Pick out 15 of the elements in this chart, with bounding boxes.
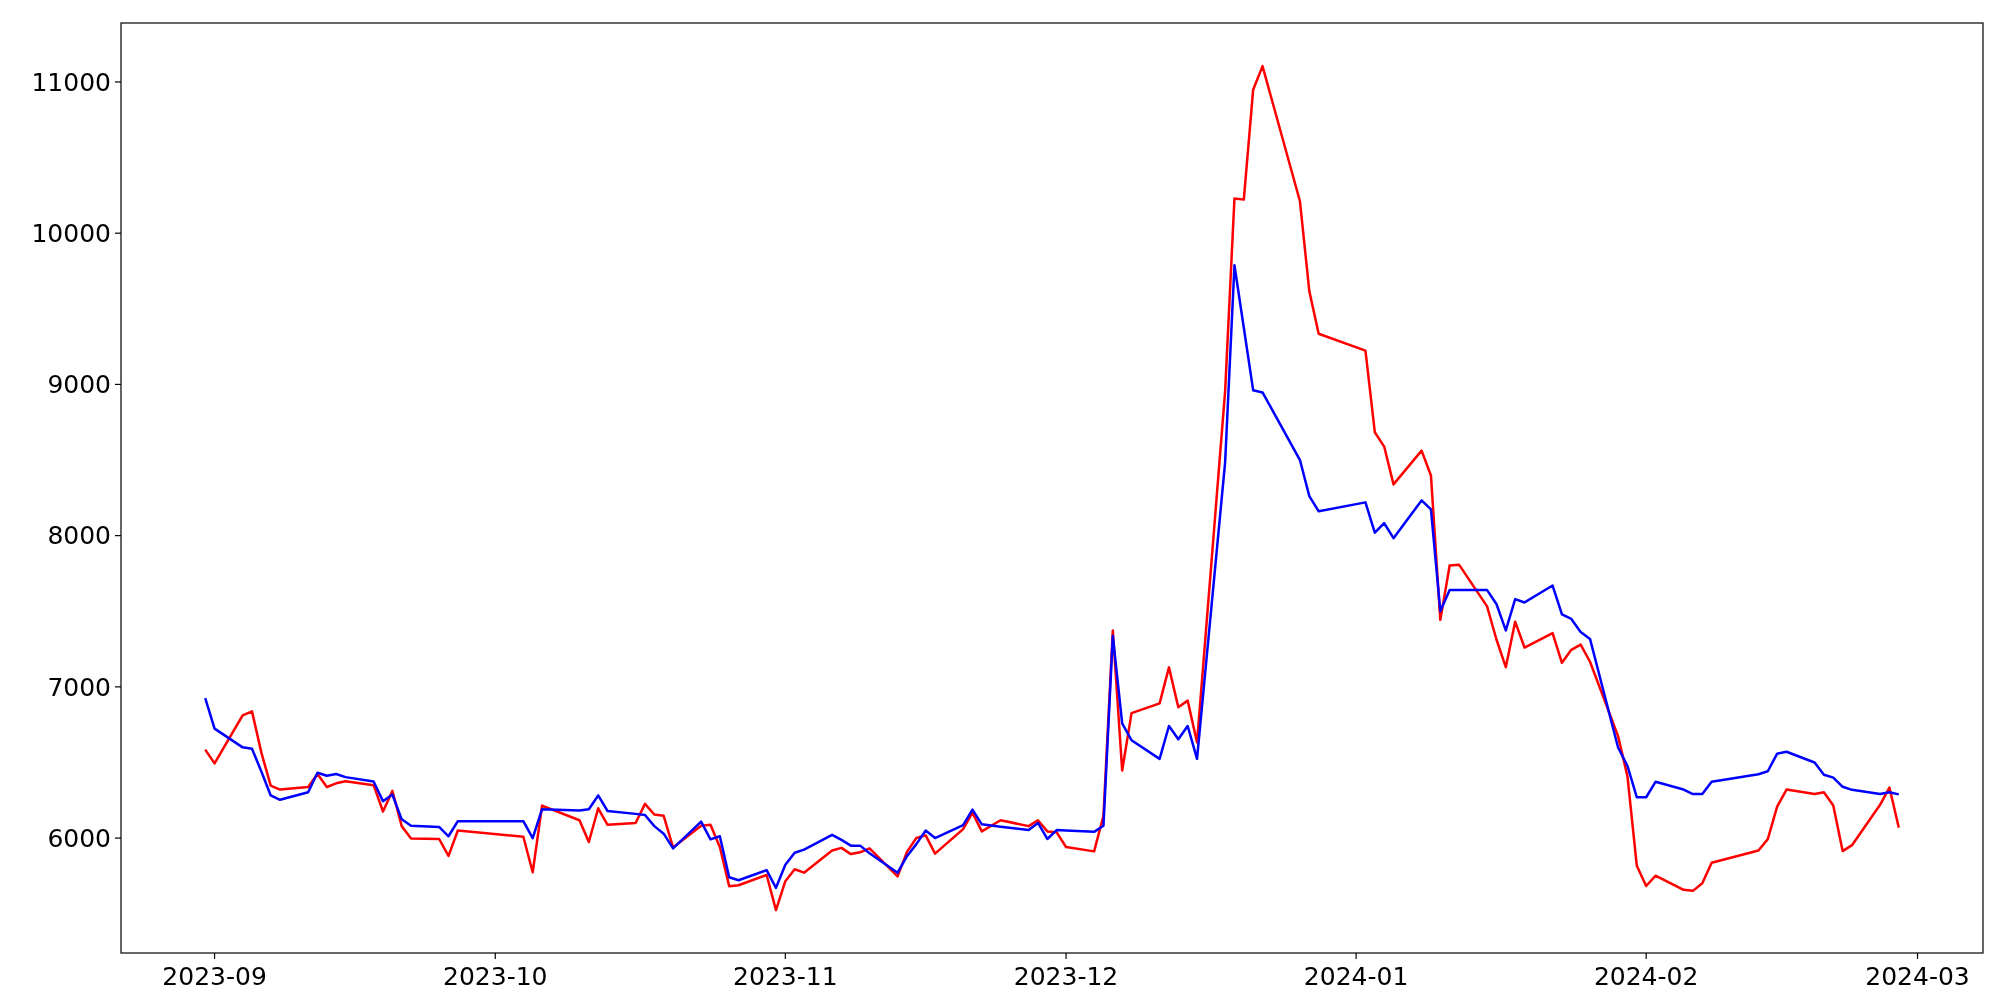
y-tick-label: 6000 [47, 823, 111, 853]
x-tick-label: 2023-09 [162, 962, 267, 991]
y-tick-label: 9000 [47, 370, 111, 400]
line-series [203, 64, 1901, 912]
y-tick-label: 7000 [47, 672, 111, 702]
x-tick-label: 2024-02 [1593, 962, 1699, 991]
y-tick-label: 11000 [31, 67, 111, 97]
x-tick-label: 2023-11 [733, 962, 838, 991]
line-series [203, 264, 1901, 890]
x-tick-label: 2023-12 [1013, 962, 1119, 991]
y-tick-label: 8000 [47, 521, 111, 551]
x-tick-label: 2024-01 [1303, 962, 1409, 991]
x-tick-label: 2024-03 [1865, 962, 1970, 991]
x-tick-label: 2023-10 [443, 962, 548, 991]
y-tick-label: 10000 [31, 218, 111, 248]
